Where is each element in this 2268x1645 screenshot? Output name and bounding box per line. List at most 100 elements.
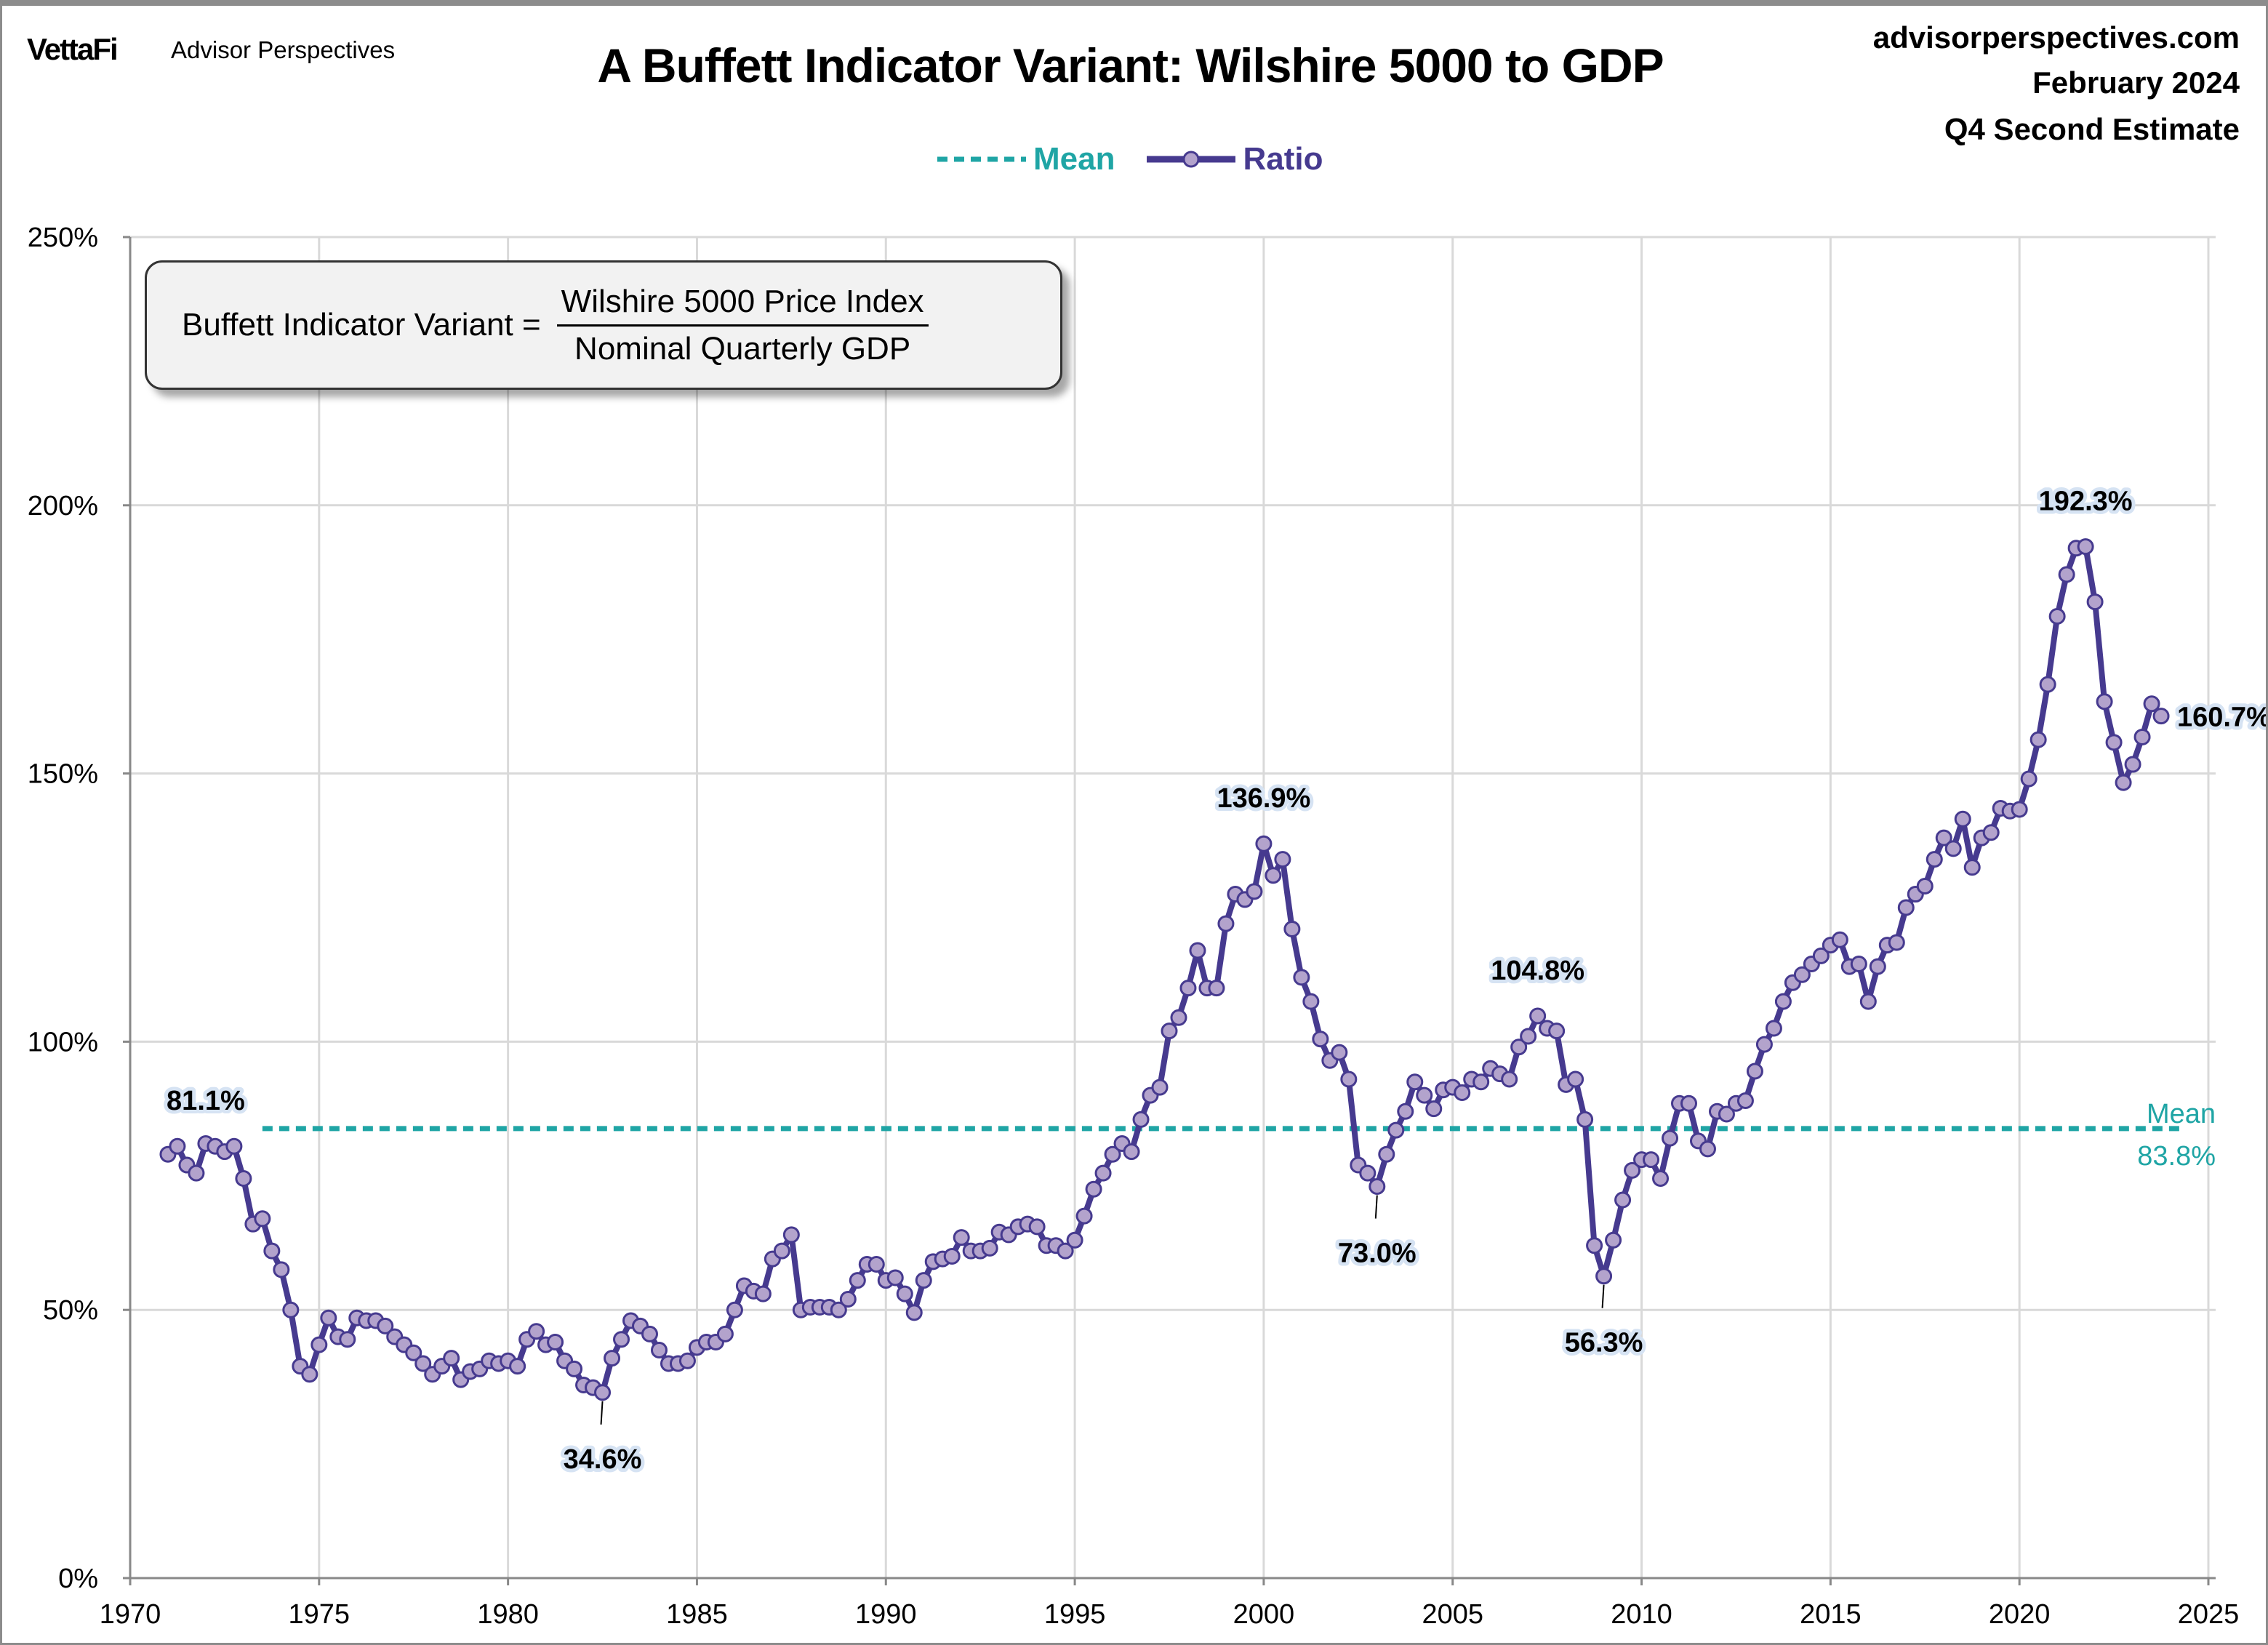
ratio-data-point [1293, 969, 1310, 986]
ratio-data-point [263, 1242, 281, 1260]
ratio-data-point [1057, 1242, 1074, 1260]
y-tick-label: 150% [28, 759, 98, 790]
ratio-data-point [1699, 1140, 1716, 1158]
ratio-data-point [1406, 1073, 1424, 1091]
x-tick-label: 2005 [1422, 1599, 1483, 1630]
ratio-data-point [1869, 958, 1886, 975]
ratio-data-point [1208, 980, 1225, 997]
annotation-leader-line [1601, 1284, 1605, 1308]
ratio-data-point [641, 1325, 658, 1342]
formula-lhs: Buffett Indicator Variant = [182, 307, 541, 343]
ratio-data-point [188, 1164, 205, 1182]
ratio-data-point [849, 1272, 866, 1289]
advisor-perspectives-logo: Advisor Perspectives [171, 36, 396, 63]
mean-label-value: 83.8% [2137, 1141, 2216, 1172]
ratio-data-point [1085, 1180, 1102, 1198]
ratio-data-point [953, 1229, 970, 1246]
ratio-data-point [1094, 1164, 1112, 1182]
ratio-data-point [1302, 993, 1320, 1010]
x-tick-label: 1970 [100, 1599, 161, 1630]
ratio-data-point [405, 1344, 422, 1361]
ratio-data-point [604, 1350, 621, 1367]
ratio-data-point [301, 1366, 318, 1383]
ratio-data-point [1501, 1070, 1518, 1088]
ratio-data-point [1746, 1062, 1763, 1080]
ratio-data-point [594, 1384, 612, 1401]
ratio-data-point [613, 1331, 630, 1348]
estimate-note: Q4 Second Estimate [1944, 112, 2240, 146]
ratio-data-point [830, 1301, 847, 1318]
data-label: 73.0% [1338, 1238, 1417, 1269]
ratio-data-point [1567, 1070, 1584, 1088]
ratio-data-point [650, 1342, 668, 1359]
ratio-data-point [2077, 538, 2094, 556]
ratio-data-point [1340, 1070, 1358, 1088]
ratio-data-point [981, 1239, 998, 1257]
ratio-data-point [1132, 1110, 1150, 1128]
ratio-data-point [1378, 1145, 1395, 1163]
ratio-data-point [1151, 1078, 1169, 1096]
ratio-data-point [225, 1137, 243, 1155]
data-label: 81.1% [167, 1086, 245, 1116]
ratio-data-point [1765, 1020, 1782, 1037]
ratio-data-point [773, 1242, 790, 1260]
ratio-data-point [2011, 801, 2028, 818]
ratio-data-point [2124, 756, 2141, 773]
ratio-data-point [566, 1360, 583, 1377]
annotation-leader-line [600, 1401, 604, 1425]
ratio-data-point [2029, 731, 2047, 748]
ratio-data-point [867, 1256, 885, 1273]
ratio-data-point [1454, 1084, 1471, 1101]
ratio-data-point [1793, 966, 1811, 983]
ratio-data-point [716, 1325, 734, 1342]
legend-ratio: Ratio [1144, 141, 1323, 177]
ratio-data-point [1161, 1022, 1178, 1040]
ratio-data-point [1189, 942, 1206, 959]
ratio-data-point [1643, 1151, 1660, 1169]
x-tick-label: 2025 [2178, 1599, 2240, 1630]
ratio-data-point [1888, 934, 1905, 951]
ratio-data-point [678, 1352, 696, 1369]
ratio-data-point [1586, 1237, 1603, 1254]
ratio-data-point [1605, 1231, 1622, 1249]
ratio-data-point [1283, 921, 1301, 938]
x-tick-label: 1975 [289, 1599, 350, 1630]
ratio-data-point [169, 1137, 186, 1155]
ratio-data-point [896, 1285, 913, 1302]
ratio-data-point [1548, 1022, 1566, 1040]
x-tick-label: 2015 [1800, 1599, 1862, 1630]
ratio-data-point [1028, 1218, 1046, 1236]
ratio-data-point [1652, 1169, 1670, 1187]
ratio-data-point [414, 1355, 432, 1372]
data-label: 104.8% [1491, 956, 1584, 986]
ratio-data-point [1520, 1028, 1537, 1045]
chart-plot: 1970 1975 1980 1985 1990 1995 2000 2005 2010 2015… [28, 223, 2266, 1630]
formula-box: Buffett Indicator Variant = Wilshire 500… [145, 260, 1062, 390]
ratio-data-point [1736, 1092, 1754, 1110]
ratio-data-point [1954, 810, 1971, 828]
ratio-data-point [1755, 1036, 1773, 1053]
ratio-data-point [782, 1226, 800, 1244]
ratio-data-point [1774, 993, 1792, 1010]
ratio-data-point [254, 1210, 271, 1228]
ratio-data-point [1331, 1044, 1348, 1061]
publish-date: February 2024 [2032, 65, 2240, 100]
ratio-data-point [839, 1290, 857, 1308]
ratio-data-point [1359, 1164, 1377, 1182]
ratio-data-point [1935, 829, 1952, 846]
source-site: advisorperspectives.com [1872, 20, 2240, 55]
ratio-data-point [1066, 1231, 1083, 1249]
ratio-data-point [443, 1350, 460, 1367]
x-tick-label: 1980 [477, 1599, 539, 1630]
ratio-data-point [1123, 1143, 1140, 1161]
ratio-data-point [1624, 1161, 1641, 1179]
data-label: 192.3% [2039, 487, 2133, 517]
x-tick-label: 1985 [666, 1599, 728, 1630]
ratio-data-point [1982, 824, 2000, 841]
ratio-data-point [2048, 607, 2066, 625]
annotation-leader-line [1374, 1195, 1378, 1219]
ratio-data-point [1944, 840, 1962, 857]
legend-ratio-label: Ratio [1243, 141, 1323, 177]
x-tick-label: 1995 [1044, 1599, 1106, 1630]
ratio-data-point [1916, 877, 1934, 894]
